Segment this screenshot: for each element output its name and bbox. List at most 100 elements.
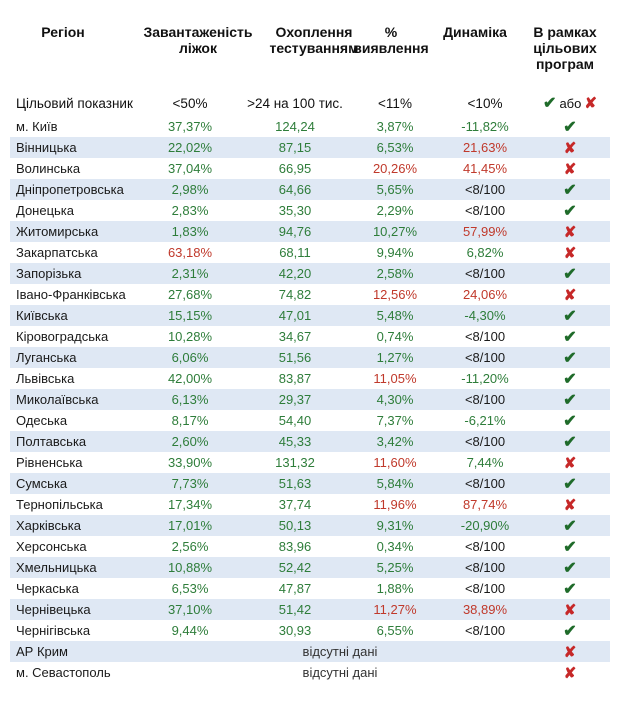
program-status-cell: ✔ [530,389,610,410]
bed-occupancy-cell: 37,37% [167,119,213,134]
check-icon: ✔ [563,580,577,598]
bed-occupancy-cell: 2,31% [140,263,240,284]
legend-or: або [559,96,582,111]
header-region: Регіон [41,24,85,40]
dynamics-cell: -11,82% [461,119,509,134]
bed-occupancy-cell: 2,60% [140,431,240,452]
detection-rate-cell: 5,84% [350,473,440,494]
table-row: Львівська 42,00% 83,87 11,05% -11,20% ✔ [10,368,610,389]
cross-icon: ✘ [563,496,577,514]
detection-rate-cell: 4,30% [350,389,440,410]
program-status-cell: ✔ [530,263,610,284]
table-row: Київська 15,15% 47,01 5,48% -4,30% ✔ [10,305,610,326]
detection-rate-cell: 0,34% [376,539,414,554]
dynamics-cell: <8/100 [464,203,506,218]
dynamics-cell: <8/100 [440,431,530,452]
testing-coverage-cell: 47,01 [240,305,350,326]
bed-occupancy-cell: 6,53% [171,581,209,596]
program-status-cell: ✘ [530,452,610,473]
region-name: Хмельницька [10,557,140,578]
table-header: Регіон Завантаженість ліжок Охоплення тест… [0,0,620,86]
detection-rate-cell: 12,56% [372,287,418,302]
table-row: Дніпропетровська 2,98% 64,66 5,65% <8/100 ✔ [10,179,610,200]
program-status-cell: ✘ [530,641,610,662]
table-row: Чернігівська 9,44% 30,93 6,55% <8/100 ✔ [10,620,610,641]
program-status-cell: ✘ [530,158,610,179]
check-icon: ✔ [563,475,577,493]
detection-rate-cell: 5,48% [350,305,440,326]
dynamics-cell: 21,63% [440,137,530,158]
dynamics-cell: 87,74% [462,497,508,512]
check-icon: ✔ [563,559,577,577]
region-name: Кіровоградська [16,329,109,344]
testing-coverage-cell: 51,42 [240,599,350,620]
bed-occupancy-cell: 42,00% [167,371,213,386]
region-name: Вінницька [10,137,140,158]
table-row: Харківська 17,01% 50,13 9,31% -20,90% ✔ [10,515,610,536]
detection-rate-cell: 2,29% [376,203,414,218]
cross-icon: ✘ [563,643,577,661]
testing-coverage-cell: 54,40 [278,413,312,428]
bed-occupancy-cell: 63,18% [167,245,213,260]
bed-occupancy-cell: 10,88% [140,557,240,578]
check-icon: ✔ [563,181,577,199]
dynamics-cell: -20,90% [440,515,530,536]
testing-coverage-cell: 45,33 [240,431,350,452]
dynamics-cell [440,662,530,683]
dynamics-cell: <8/100 [440,179,530,200]
testing-coverage-cell: 87,15 [240,137,350,158]
detection-rate-cell: 5,25% [350,557,440,578]
testing-coverage-cell: 124,24 [275,119,315,134]
check-icon: ✔ [563,307,577,325]
table-row: Чернівецька 37,10% 51,42 11,27% 38,89% ✘ [10,599,610,620]
region-name: Донецька [16,203,75,218]
dynamics-cell: <8/100 [440,347,530,368]
bed-occupancy-cell: 17,34% [167,497,213,512]
detection-rate-cell: 2,58% [350,263,440,284]
region-name: АР Крим [10,641,140,662]
program-status-cell: ✔ [530,410,610,431]
target-testing-coverage: >24 на 100 тис. [247,95,343,111]
cross-icon: ✘ [584,95,597,112]
dynamics-cell: -6,21% [464,413,506,428]
region-name: Закарпатська [16,245,98,260]
region-name: Житомирська [10,221,140,242]
table-row: Івано-Франківська 27,68% 74,82 12,56% 24,06%… [10,284,610,305]
table-row: Вінницька 22,02% 87,15 6,53% 21,63% ✘ [10,137,610,158]
header-bed-occupancy: Завантаженість ліжок [143,24,253,56]
cross-icon: ✘ [563,664,577,682]
dynamics-cell: 57,99% [440,221,530,242]
cross-icon: ✘ [563,286,577,304]
dynamics-cell: 24,06% [462,287,508,302]
header-testing-coverage: Охоплення тестуванням [269,24,359,56]
testing-coverage-cell: 42,20 [240,263,350,284]
check-icon: ✔ [563,391,577,409]
region-name: Черкаська [16,581,79,596]
dynamics-cell: <8/100 [440,389,530,410]
program-status-cell: ✔ [530,179,610,200]
table-row: Сумська 7,73% 51,63 5,84% <8/100 ✔ [10,473,610,494]
table-row: Хмельницька 10,88% 52,42 5,25% <8/100 ✔ [10,557,610,578]
target-bed-occupancy: <50% [172,95,208,111]
target-legend: ✔ або ✘ [530,90,610,116]
table-row: Миколаївська 6,13% 29,37 4,30% <8/100 ✔ [10,389,610,410]
program-status-cell: ✔ [530,536,610,557]
check-icon: ✔ [563,517,577,535]
target-dynamics: <10% [467,95,503,111]
detection-rate-cell: 6,53% [350,137,440,158]
testing-coverage-cell: 68,11 [279,245,311,260]
region-name: Херсонська [16,539,87,554]
table-row: Черкаська 6,53% 47,87 1,88% <8/100 ✔ [10,578,610,599]
dynamics-cell: 41,45% [462,161,508,176]
bed-occupancy-cell: 9,44% [171,623,209,638]
bed-occupancy-cell: 1,83% [140,221,240,242]
region-name: м. Севастополь [16,665,111,680]
no-data-cell: відсутні дані [302,665,378,680]
data-table: Цільовий показник <50% >24 на 100 тис. <… [10,90,610,683]
region-name: Сумська [10,473,140,494]
header-target-programs: В рамках цільових програм [533,24,597,72]
cross-icon: ✘ [563,601,577,619]
dynamics-cell: -11,20% [461,371,509,386]
detection-rate-cell: 11,27% [350,599,440,620]
testing-coverage-cell: 74,82 [278,287,312,302]
